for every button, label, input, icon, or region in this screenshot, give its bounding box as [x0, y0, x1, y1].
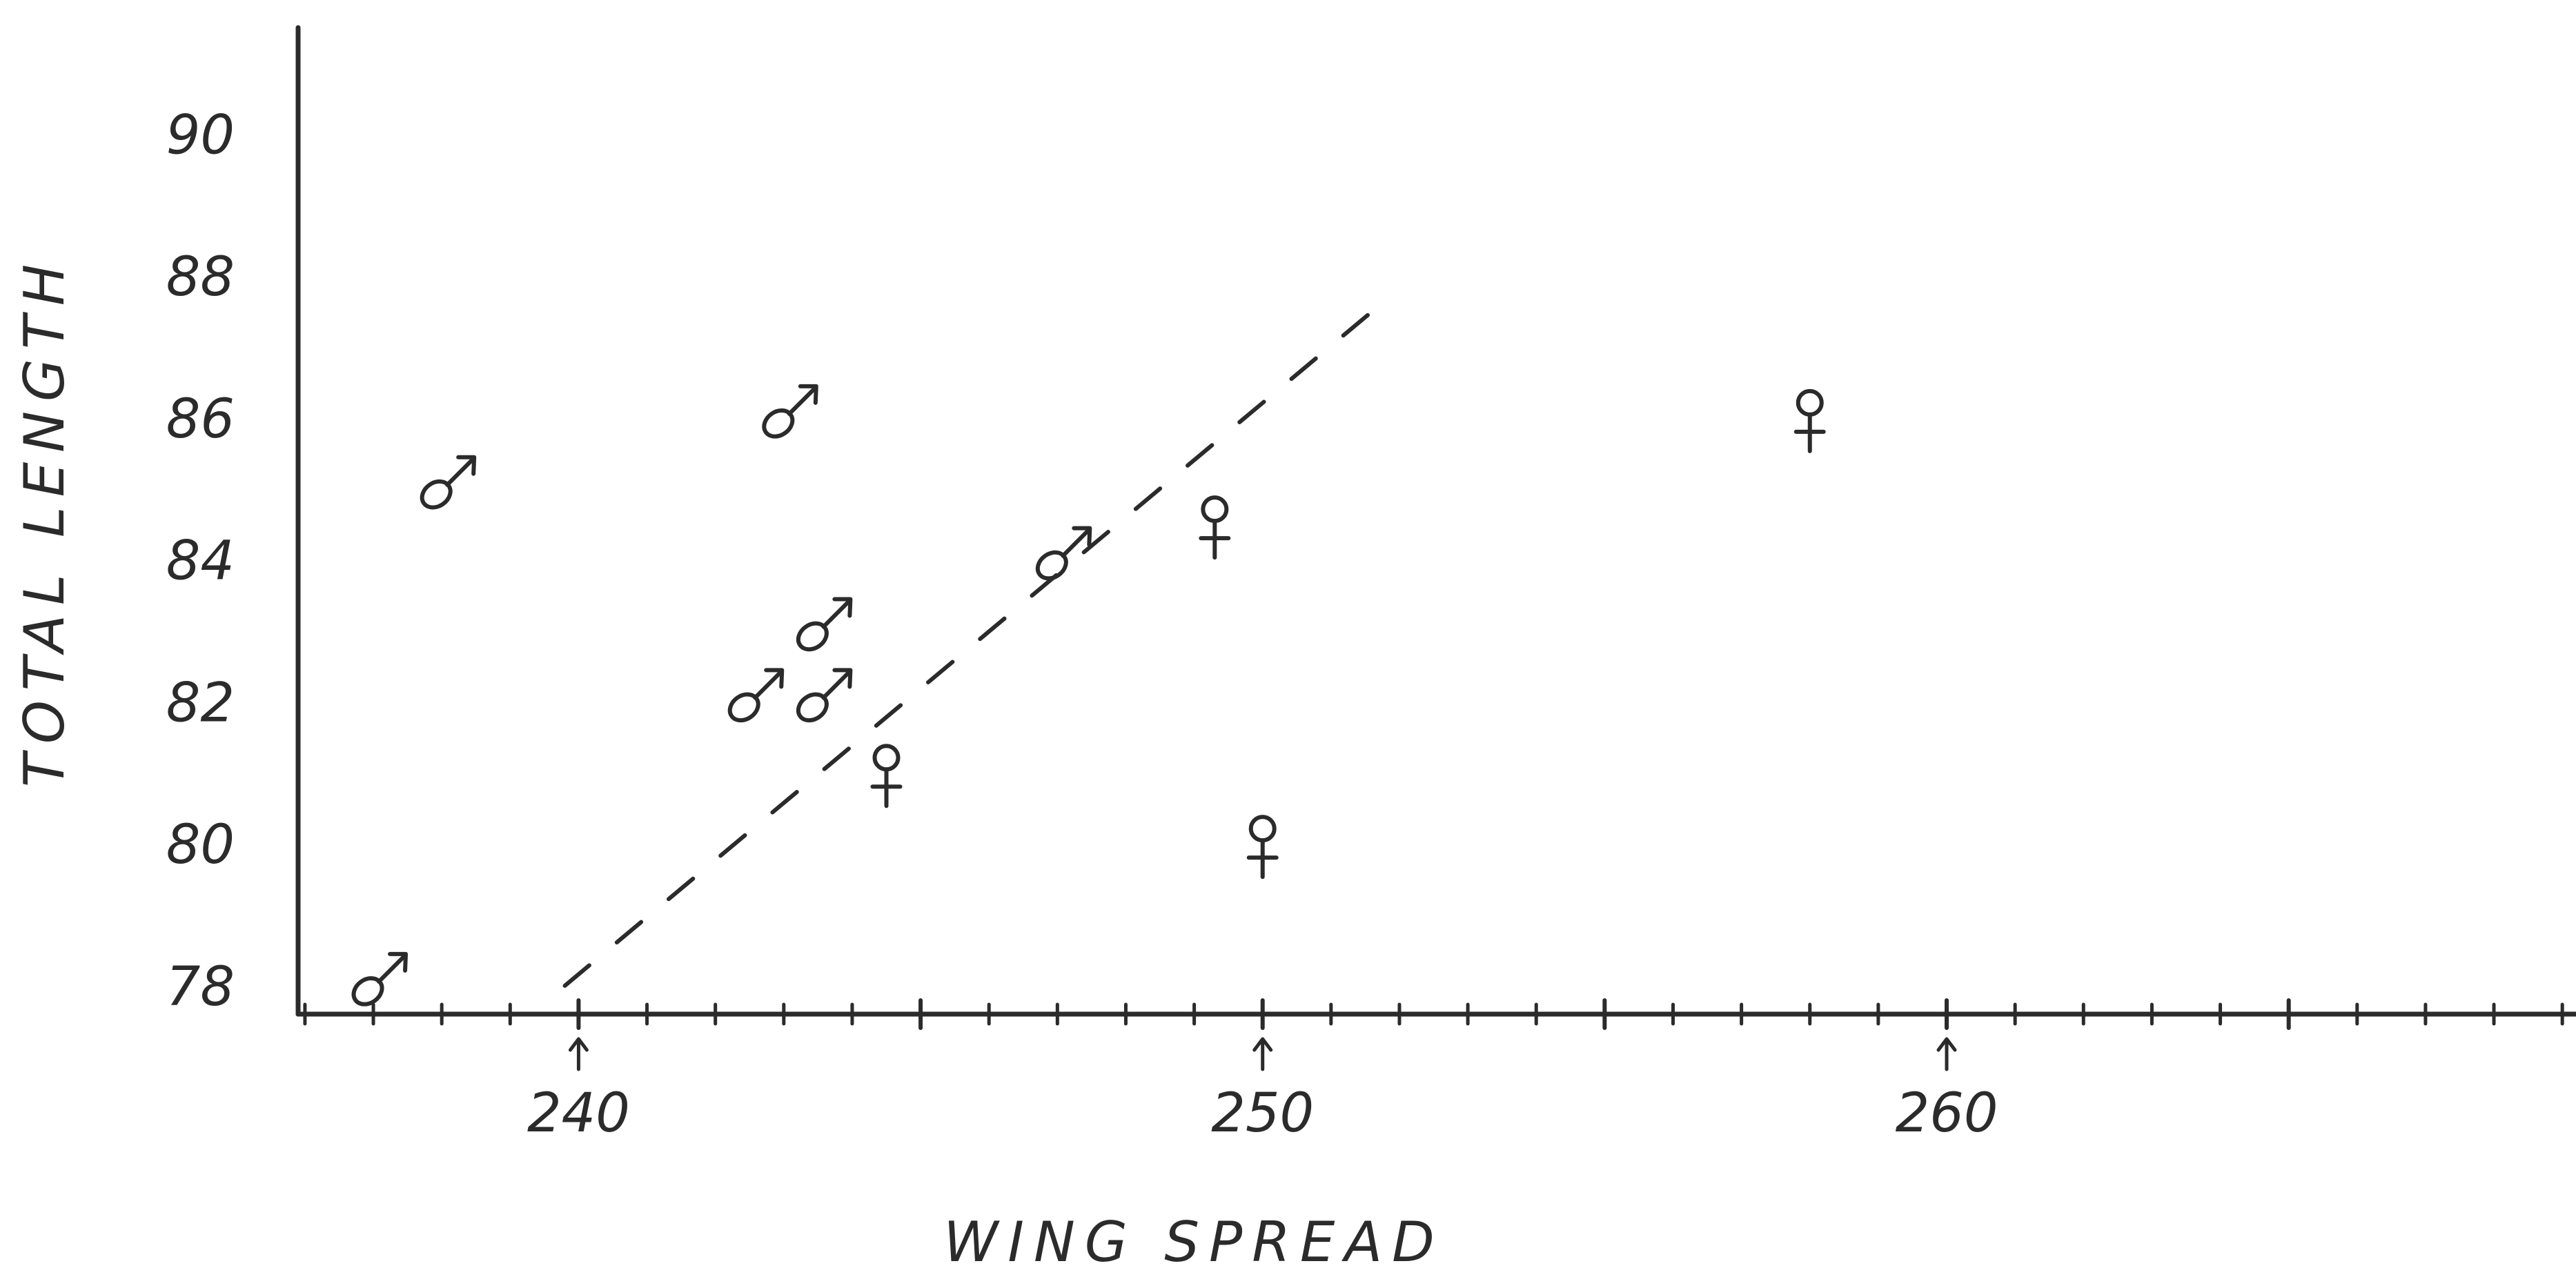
female-symbol-point	[1199, 495, 1231, 560]
trend-dashes	[562, 309, 1375, 988]
male-symbol-point	[1035, 526, 1092, 581]
x-tick-label: 260	[1896, 1082, 1998, 1145]
male-symbol-point	[420, 455, 477, 510]
y-tick-label: 82	[166, 672, 235, 734]
y-tick-label: 88	[166, 246, 235, 308]
dashed-trend-line	[562, 309, 1375, 988]
x-tick-arrow	[1252, 1037, 1273, 1071]
female-symbol-point	[870, 744, 903, 809]
y-tick-label: 80	[166, 814, 235, 876]
male-symbol-point	[796, 668, 853, 723]
y-tick-label: 78	[166, 956, 235, 1018]
axes	[295, 25, 2576, 1030]
y-tick-label: 86	[166, 388, 235, 450]
data-points	[351, 384, 1826, 1007]
x-tick-arrow	[1936, 1037, 1957, 1071]
y-axis-title: TOTAL LENGTH	[12, 255, 77, 787]
male-symbol-point	[351, 951, 409, 1007]
male-symbol-point	[727, 668, 785, 723]
tick-labels: 240 250 260 78 80 82 84 86 88 90	[166, 104, 1998, 1145]
female-symbol-point	[1793, 388, 1826, 453]
y-tick-label: 84	[166, 531, 235, 593]
x-tick-label: 250	[1211, 1082, 1314, 1145]
x-tick-label: 240	[527, 1082, 630, 1145]
female-symbol-point	[1246, 815, 1279, 880]
x-axis-title: WING SPREAD	[943, 1210, 1444, 1268]
male-symbol-point	[796, 597, 853, 652]
male-symbol-point	[762, 384, 818, 439]
y-tick-label: 90	[166, 104, 235, 166]
x-tick-arrow	[568, 1037, 589, 1071]
